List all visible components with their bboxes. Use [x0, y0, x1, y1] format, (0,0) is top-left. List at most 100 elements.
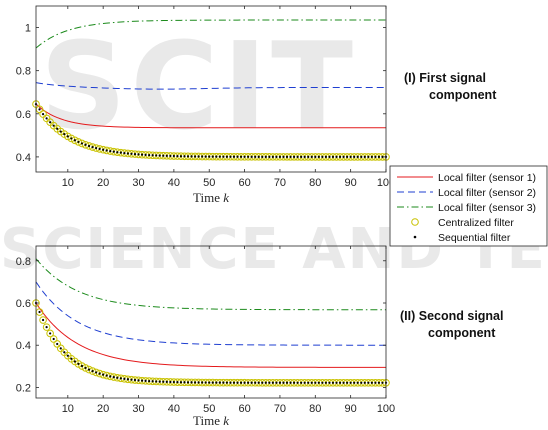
p1-centralized-point [67, 134, 76, 143]
p1-sequential-point [247, 155, 250, 158]
p2-sequential-point [45, 326, 48, 329]
p1-sequential-point [80, 142, 84, 145]
p1-sequential-point [102, 148, 105, 151]
p2-sequential-point [307, 381, 310, 384]
p2-sequential-point [289, 381, 292, 384]
p2-sequential-point [165, 380, 168, 383]
p2-centralized-point [46, 329, 54, 338]
legend-label: Local filter (sensor 3) [438, 202, 536, 214]
p2-sequential-point [250, 381, 253, 384]
panel-title-first-line2: component [429, 88, 497, 102]
p2-sequential-point [310, 381, 313, 384]
p2-sequential-point [218, 381, 221, 384]
p2-sequential-point [172, 380, 175, 384]
p2-sequential-point [239, 381, 243, 384]
p2-sequential-point [193, 381, 197, 384]
p1-sequential-point [49, 121, 52, 124]
p2-sequential-point [285, 381, 289, 384]
p2-sequential-point [314, 381, 317, 384]
p1-sequential-point [140, 153, 144, 156]
p2-centralized-point [85, 365, 93, 374]
p1-sequential-point [363, 155, 366, 159]
p2-sequential-point [225, 381, 229, 384]
p2-sequential-point [300, 381, 303, 384]
p2-sequential-point [328, 381, 331, 384]
p2-sequential-point [377, 381, 381, 384]
p2-sequential-point [119, 377, 122, 380]
p2-sequential-point [158, 380, 161, 383]
p2-sequential-point [211, 381, 214, 384]
p1-sequential-point [377, 155, 381, 159]
p1-x-axis-label-main: Time [193, 190, 223, 205]
p2-sequential-point [137, 379, 140, 382]
p2-x-axis-label-var: k [223, 413, 229, 428]
p2-sequential-point [80, 364, 84, 368]
p1-sequential-point [155, 154, 158, 157]
p2-sequential-point [268, 381, 271, 384]
p1-xtick-label: 10 [62, 177, 74, 189]
p2-sequential-point [243, 381, 246, 384]
p1-sequential-point [215, 155, 218, 158]
p2-centralized-point [88, 367, 97, 375]
p1-sequential-point [66, 135, 69, 138]
p2-sequential-point [321, 381, 324, 384]
p1-sequential-point [328, 155, 331, 159]
p2-sequential-point [208, 381, 211, 384]
p1-series-green-line [35, 19, 386, 49]
p2-sequential-point [162, 380, 165, 383]
p1-sequential-point [201, 155, 204, 158]
p1-sequential-point [381, 155, 384, 159]
p1-sequential-point [130, 152, 133, 155]
p1-xtick-label: 20 [97, 177, 109, 189]
p2-x-axis-label-main: Time [193, 413, 223, 428]
p2-sequential-point [105, 374, 108, 377]
p2-sequential-point [257, 381, 260, 384]
p2-sequential-point [346, 381, 349, 384]
p1-sequential-point [197, 155, 200, 158]
p1-sequential-point [338, 155, 342, 159]
p1-sequential-point [190, 155, 193, 158]
p2-sequential-point [56, 342, 59, 346]
p2-sequential-point [183, 381, 186, 384]
p2-ytick-label: 0.6 [16, 298, 31, 310]
p1-sequential-point [346, 155, 349, 159]
p2-sequential-point [95, 371, 98, 374]
p1-sequential-point [109, 149, 112, 153]
p1-sequential-point [250, 155, 253, 158]
p2-xtick-label: 90 [345, 403, 357, 415]
p1-sequential-point [165, 154, 168, 157]
p1-sequential-point [63, 133, 66, 136]
p1-centralized-point [74, 138, 83, 146]
p2-series-green-line [35, 258, 386, 311]
p1-centralized-point [78, 139, 86, 148]
p1-sequential-point [307, 155, 310, 158]
p1-sequential-point [367, 155, 370, 159]
p1-sequential-point [289, 155, 292, 158]
p2-sequential-point [247, 381, 250, 384]
p1-sequential-point [211, 155, 214, 158]
p1-sequential-point [70, 137, 73, 140]
legend-label: Centralized filter [438, 217, 514, 229]
p1-sequential-point [98, 147, 101, 151]
p1-sequential-point [73, 139, 76, 142]
p2-sequential-point [148, 379, 151, 383]
p2-sequential-point [112, 376, 115, 379]
p2-sequential-point [254, 381, 257, 384]
p1-sequential-point [52, 124, 55, 127]
p1-centralized-point [85, 142, 93, 150]
p1-sequential-point [303, 155, 306, 158]
p2-sequential-point [349, 381, 352, 384]
p1-series-red-line [35, 103, 386, 129]
p1-series-blue-line [35, 82, 386, 90]
p1-sequential-point [353, 155, 356, 159]
legend-label: Local filter (sensor 1) [438, 172, 536, 184]
p2-sequential-point [116, 376, 119, 379]
p2-sequential-point [335, 381, 338, 384]
p1-sequential-point [41, 112, 45, 116]
p2-sequential-point [201, 381, 204, 384]
p2-sequential-point [342, 381, 345, 384]
p2-centralized-point [81, 364, 90, 372]
p2-sequential-point [84, 366, 87, 370]
p2-series-centralized-filter [32, 299, 390, 387]
